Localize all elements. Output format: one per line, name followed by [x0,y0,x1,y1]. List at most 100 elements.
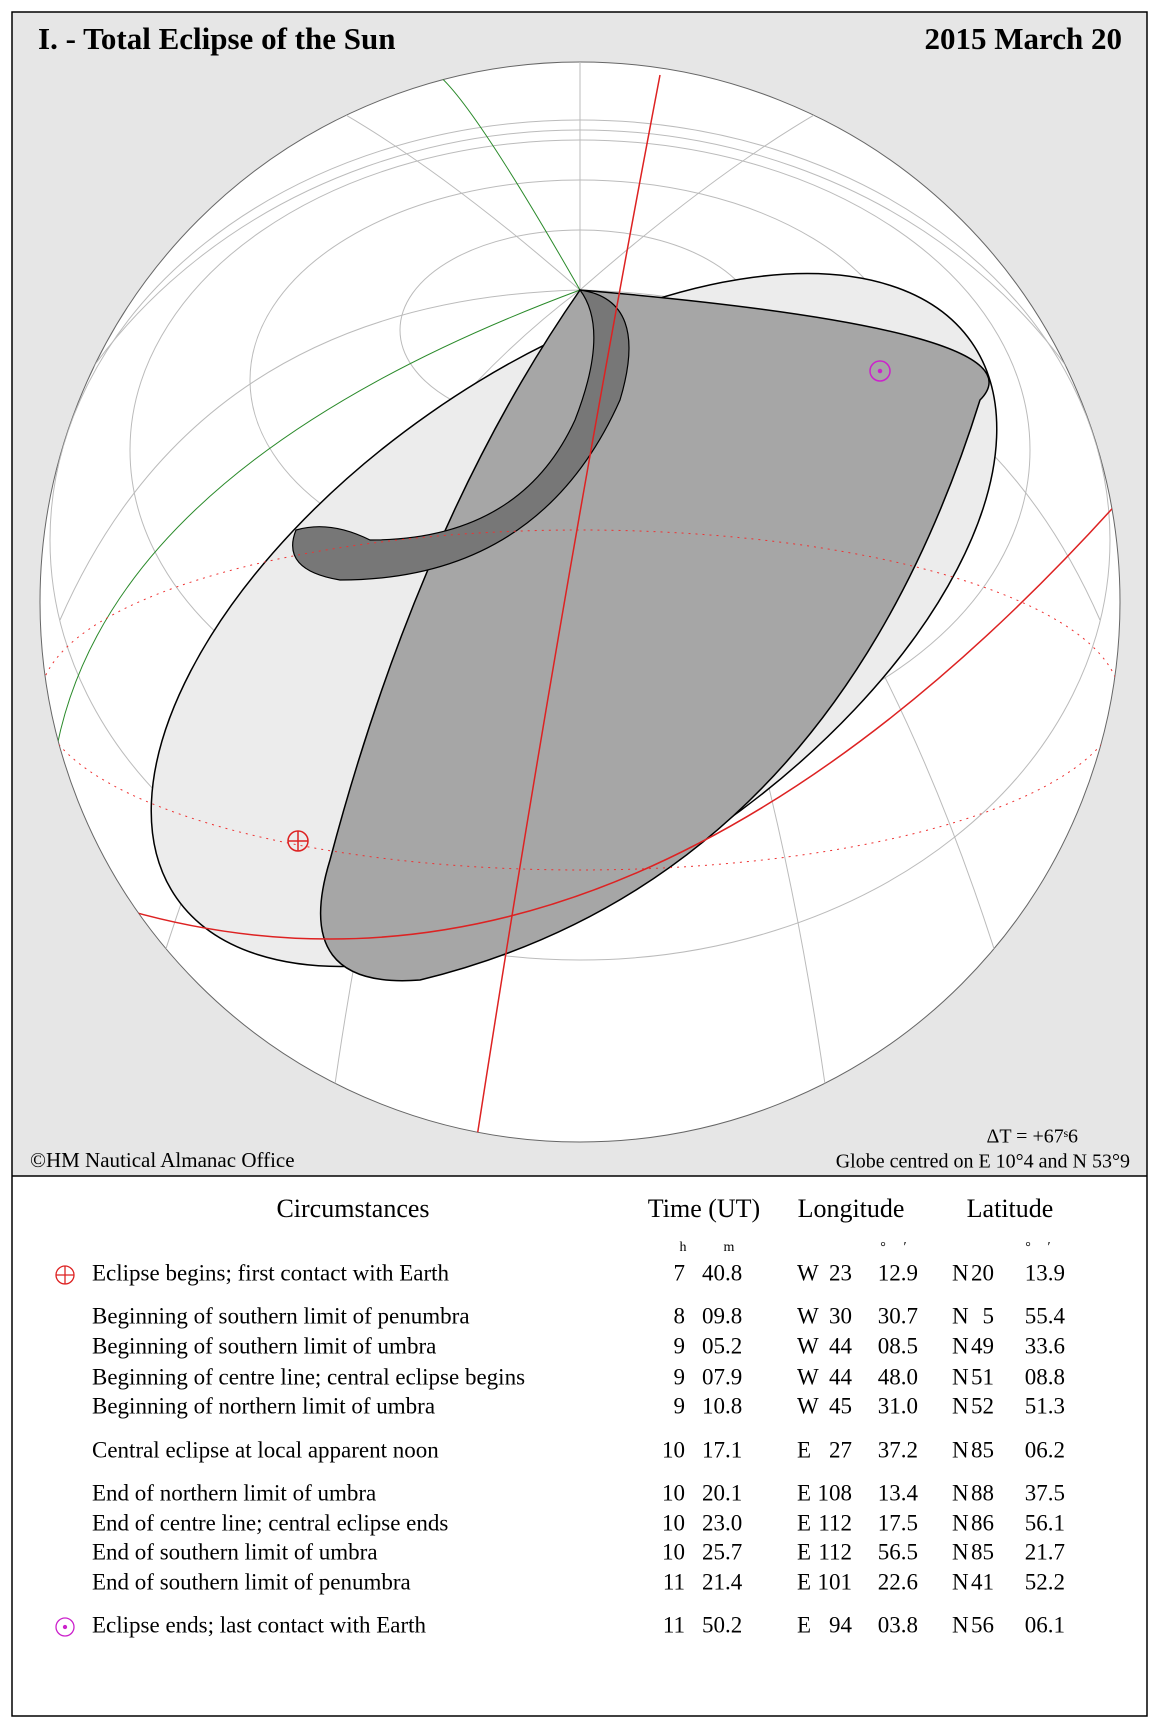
minute: 25.7 [702,1539,742,1564]
lat-hemisphere: N [952,1539,969,1564]
lon-hemisphere: E [797,1510,811,1535]
circumstance: End of northern limit of umbra [92,1480,376,1505]
lat-minutes: 33.6 [1025,1333,1065,1358]
globe [39,61,1121,1143]
lon-minutes: 08.5 [878,1333,918,1358]
unit-label: ′ [1047,1240,1050,1255]
lon-degrees: 23 [829,1260,852,1285]
lon-degrees: 108 [818,1480,853,1505]
hour: 9 [674,1364,686,1389]
hour: 9 [674,1333,686,1358]
minute: 50.2 [702,1612,742,1637]
lat-hemisphere: N [952,1364,969,1389]
lat-degrees: 85 [971,1437,994,1462]
lat-degrees: 51 [971,1364,994,1389]
lat-hemisphere: N [952,1437,969,1462]
lon-minutes: 13.4 [878,1480,919,1505]
lon-degrees: 44 [829,1333,853,1358]
lat-minutes: 21.7 [1025,1539,1065,1564]
lon-hemisphere: E [797,1480,811,1505]
circumstance: End of southern limit of penumbra [92,1569,411,1594]
circumstance: End of centre line; central eclipse ends [92,1510,448,1535]
lat-hemisphere: N [952,1393,969,1418]
lat-hemisphere: N [952,1260,969,1285]
lon-hemisphere: E [797,1437,811,1462]
column-header: Time (UT) [648,1194,760,1223]
lon-degrees: 27 [829,1437,852,1462]
lon-hemisphere: W [797,1393,819,1418]
delta-t: ΔT = +67ˢ6 [986,1126,1078,1148]
minute: 21.4 [702,1569,743,1594]
lat-minutes: 08.8 [1025,1364,1065,1389]
circumstance: Beginning of southern limit of penumbra [92,1303,470,1328]
symbols-table [55,1265,75,1637]
lon-degrees: 94 [829,1612,853,1637]
lon-degrees: 45 [829,1393,852,1418]
unit-label: ° [1025,1240,1031,1255]
hour: 11 [663,1569,685,1594]
hour: 9 [674,1393,686,1418]
hour: 8 [674,1303,686,1328]
lon-minutes: 17.5 [878,1510,918,1535]
circumstance: Beginning of northern limit of umbra [92,1393,435,1418]
circumstance: End of southern limit of umbra [92,1539,378,1564]
lon-degrees: 30 [829,1303,852,1328]
lon-minutes: 03.8 [878,1612,918,1637]
hour: 10 [662,1437,685,1462]
lat-minutes: 51.3 [1025,1393,1065,1418]
column-header: Circumstances [276,1194,429,1223]
frame [11,11,1148,1717]
unit-label: ° [880,1240,886,1255]
lat-hemisphere: N [952,1510,969,1535]
lat-minutes: 56.1 [1025,1510,1065,1535]
minute: 20.1 [702,1480,742,1505]
lat-degrees: 85 [971,1539,994,1564]
lat-hemisphere: N [952,1569,969,1594]
lat-degrees: 88 [971,1480,994,1505]
first-contact-symbol [287,830,309,852]
hour: 10 [662,1480,685,1505]
lat-degrees: 52 [971,1393,994,1418]
lon-hemisphere: E [797,1569,811,1594]
table-panel [12,1176,1147,1716]
minute: 07.9 [702,1364,742,1389]
lon-hemisphere: W [797,1260,819,1285]
lat-minutes: 52.2 [1025,1569,1065,1594]
circumstance: Eclipse ends; last contact with Earth [92,1612,427,1637]
column-header: Latitude [967,1194,1054,1223]
lat-minutes: 13.9 [1025,1260,1065,1285]
lon-degrees: 44 [829,1364,853,1389]
lon-minutes: 48.0 [878,1364,918,1389]
lat-minutes: 06.2 [1025,1437,1065,1462]
hour: 11 [663,1612,685,1637]
lon-hemisphere: E [797,1612,811,1637]
lat-minutes: 37.5 [1025,1480,1065,1505]
lat-minutes: 06.1 [1025,1612,1065,1637]
lat-hemisphere: N [952,1480,969,1505]
circumstance: Beginning of centre line; central eclips… [92,1364,525,1389]
lon-minutes: 37.2 [878,1437,918,1462]
minute: 09.8 [702,1303,742,1328]
lat-hemisphere: N [952,1333,969,1358]
lon-degrees: 101 [818,1569,853,1594]
hour: 10 [662,1539,685,1564]
hour: 10 [662,1510,685,1535]
lon-minutes: 22.6 [878,1569,918,1594]
circumstance: Eclipse begins; first contact with Earth [92,1260,450,1285]
lon-hemisphere: E [797,1539,811,1564]
lat-hemisphere: N [952,1303,969,1328]
lon-hemisphere: W [797,1333,819,1358]
lon-degrees: 112 [818,1539,852,1564]
lon-degrees: 112 [818,1510,852,1535]
minute: 40.8 [702,1260,742,1285]
lat-degrees: 5 [983,1303,995,1328]
circumstance: Central eclipse at local apparent noon [92,1437,439,1462]
minute: 17.1 [702,1437,742,1462]
lon-hemisphere: W [797,1303,819,1328]
hour: 7 [674,1260,686,1285]
unit-label: h [680,1240,687,1255]
minute: 05.2 [702,1333,742,1358]
column-header: Longitude [798,1194,905,1223]
lat-degrees: 49 [971,1333,994,1358]
